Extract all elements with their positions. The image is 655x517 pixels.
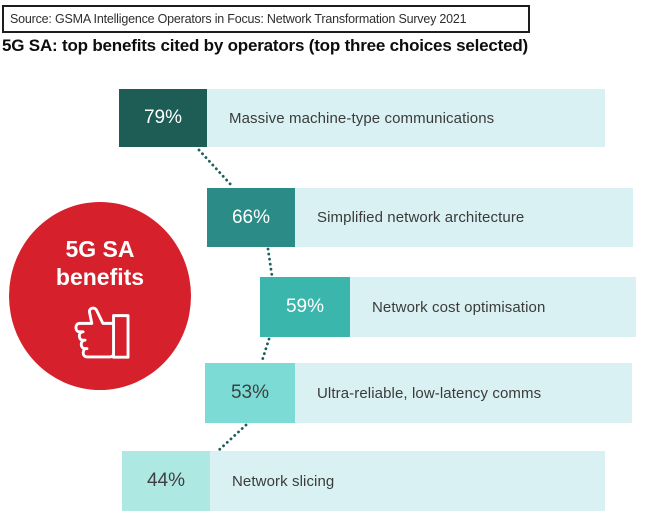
source-box: Source: GSMA Intelligence Operators in F… [2, 5, 530, 33]
bar-value: 79% [119, 89, 207, 147]
source-label: Source: GSMA Intelligence Operators in F… [10, 12, 467, 26]
bar-label: Ultra-reliable, low-latency comms [317, 384, 542, 402]
bar-label: Network slicing [232, 472, 335, 490]
thumbs-up-icon [74, 306, 130, 359]
bar-label: Massive machine-type communications [229, 109, 495, 127]
bar-label: Simplified network architecture [317, 209, 525, 226]
bar-track: Ultra-reliable, low-latency comms [295, 363, 632, 423]
connector-dotted-line [260, 337, 271, 363]
bar-value: 59% [260, 277, 350, 337]
badge-line1: 5G SA [65, 235, 135, 262]
benefits-badge: 5G SA benefits [9, 202, 191, 390]
bar-track: Network cost optimisation [350, 277, 636, 337]
bar-value: 66% [207, 188, 295, 247]
connector-dotted-line [217, 423, 248, 452]
bar-value: 53% [205, 363, 295, 423]
page-title: 5G SA: top benefits cited by operators (… [2, 36, 528, 55]
bar-track: Massive machine-type communications [207, 89, 605, 147]
bar-label: Network cost optimisation [372, 298, 546, 316]
bar-value: 44% [122, 451, 210, 511]
connector-dotted-line [266, 247, 274, 278]
badge-title: 5G SA benefits [56, 235, 144, 291]
badge-line2: benefits [55, 264, 145, 290]
bar-track: Network slicing [210, 451, 605, 511]
bar-track: Simplified network architecture [295, 188, 633, 247]
connector-dotted-line [197, 148, 235, 189]
